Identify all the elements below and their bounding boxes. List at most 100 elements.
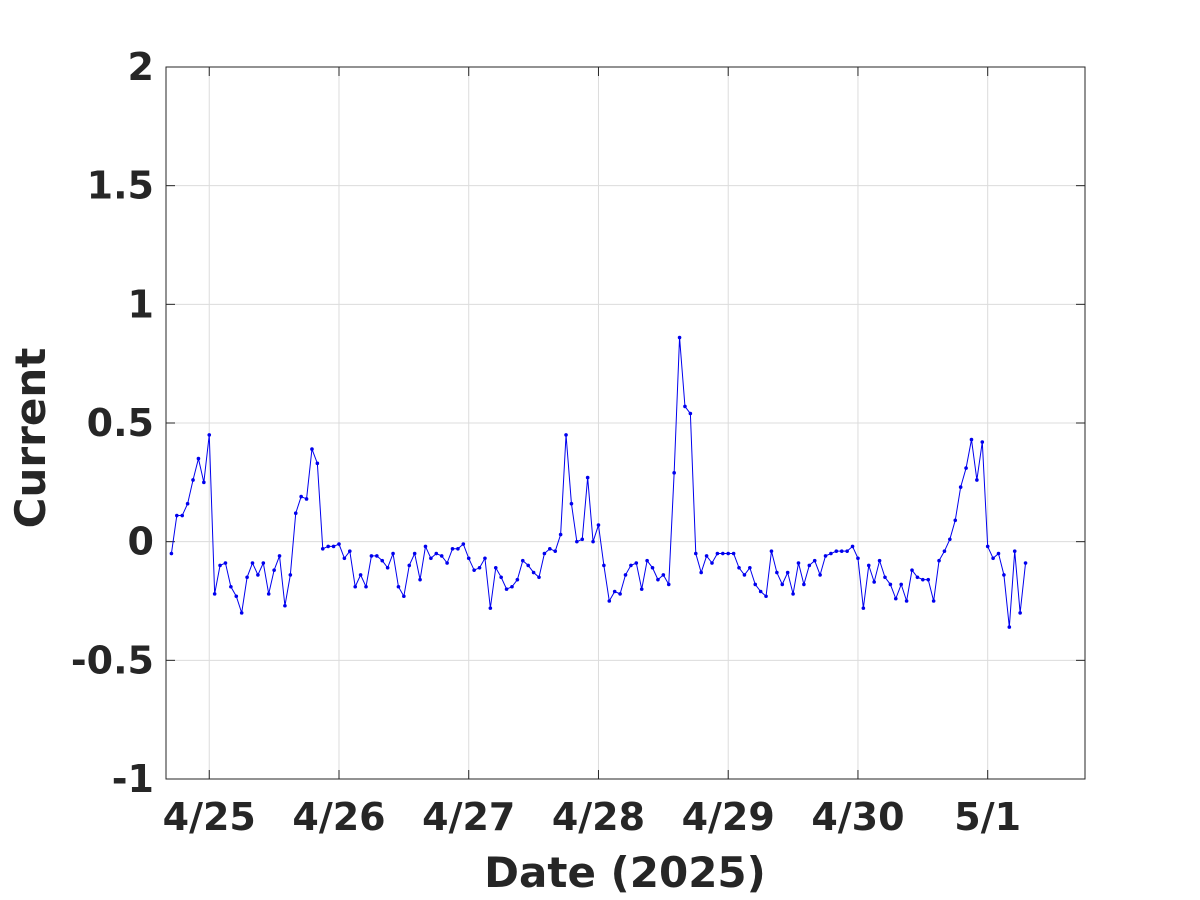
- data-point: [796, 561, 801, 565]
- data-point: [250, 561, 255, 565]
- data-point: [877, 558, 882, 563]
- y-tick-label: 1.5: [87, 164, 154, 208]
- data-point: [283, 603, 287, 608]
- data-point: [369, 554, 374, 558]
- data-point: [850, 544, 855, 549]
- y-tick-label: -1: [112, 757, 154, 801]
- data-point: [823, 554, 828, 558]
- data-point: [456, 546, 460, 551]
- data-point: [256, 573, 260, 577]
- data-point: [629, 563, 633, 568]
- data-point: [791, 592, 795, 596]
- data-point: [353, 584, 358, 589]
- data-point: [618, 592, 622, 596]
- data-point: [721, 551, 725, 556]
- ticks: [166, 66, 1085, 780]
- data-point: [980, 440, 985, 444]
- data-point: [861, 606, 866, 610]
- data-point: [623, 573, 628, 577]
- data-point: [688, 411, 693, 416]
- y-tick-label: 2: [128, 45, 154, 89]
- x-tick-label: 4/26: [292, 795, 385, 839]
- data-point: [818, 573, 822, 577]
- data-point: [396, 584, 401, 589]
- data-point: [904, 599, 909, 603]
- data-point: [358, 573, 363, 577]
- data-point: [423, 544, 428, 549]
- data-point: [272, 568, 276, 572]
- data-point: [866, 563, 871, 568]
- data-point: [277, 554, 282, 558]
- data-point: [683, 404, 687, 409]
- data-point: [293, 511, 298, 515]
- data-point: [445, 561, 449, 565]
- data-point: [504, 587, 509, 591]
- data-point: [196, 456, 201, 461]
- data-point: [218, 563, 222, 568]
- data-point: [1007, 625, 1012, 629]
- data-point: [299, 494, 303, 499]
- data-point: [839, 549, 844, 553]
- data-point: [537, 575, 541, 580]
- y-tick-label: 0: [128, 520, 154, 564]
- data-point: [223, 561, 228, 565]
- data-point: [175, 513, 179, 518]
- data-point: [996, 551, 1001, 556]
- data-point: [569, 501, 574, 506]
- data-point: [439, 554, 444, 558]
- y-tick-labels: -1 -0.5 0 0.5 1 1.5 2: [71, 45, 154, 801]
- data-point: [731, 551, 736, 556]
- data-point: [737, 565, 741, 570]
- data-point: [829, 551, 833, 556]
- data-point: [591, 539, 595, 544]
- data-point: [758, 589, 763, 594]
- data-point: [942, 549, 947, 553]
- data-point: [693, 551, 698, 556]
- data-point: [872, 580, 876, 584]
- data-point: [704, 554, 709, 558]
- data-point: [380, 558, 385, 563]
- data-point: [515, 577, 520, 582]
- data-point: [845, 549, 849, 553]
- data-point: [991, 556, 995, 561]
- data-point: [315, 461, 320, 466]
- data-point: [926, 577, 931, 582]
- data-point: [326, 544, 330, 549]
- data-point: [391, 551, 395, 556]
- data-point: [910, 568, 914, 572]
- data-point: [602, 563, 606, 568]
- data-point: [542, 551, 547, 556]
- data-point: [775, 570, 779, 575]
- data-point: [191, 478, 195, 482]
- data-point: [677, 335, 682, 340]
- data-point: [320, 546, 325, 551]
- data-point: [304, 497, 309, 501]
- data-point: [239, 611, 244, 615]
- data-point: [948, 537, 952, 542]
- y-tick-label: 0.5: [87, 401, 154, 445]
- data-point: [1012, 549, 1017, 553]
- data-point: [856, 556, 860, 561]
- data-point: [288, 573, 293, 577]
- data-point: [364, 584, 368, 589]
- data-point: [185, 501, 190, 506]
- data-point: [975, 478, 979, 482]
- data-point: [575, 539, 579, 544]
- data-point: [764, 594, 768, 599]
- data-point: [261, 561, 266, 565]
- data-point: [531, 570, 536, 575]
- data-point: [748, 565, 752, 570]
- data-point: [710, 561, 714, 565]
- data-point: [958, 485, 963, 489]
- data-point: [375, 554, 379, 558]
- x-axis-label: Date (2025): [484, 848, 766, 897]
- x-tick-label: 4/28: [552, 795, 645, 839]
- data-point: [553, 549, 558, 553]
- data-point: [331, 544, 336, 549]
- data-point: [337, 542, 341, 546]
- data-point: [915, 575, 920, 580]
- data-point: [1018, 611, 1022, 615]
- data-point: [639, 587, 644, 591]
- x-tick-label: 4/29: [682, 795, 775, 839]
- data-point: [785, 570, 790, 575]
